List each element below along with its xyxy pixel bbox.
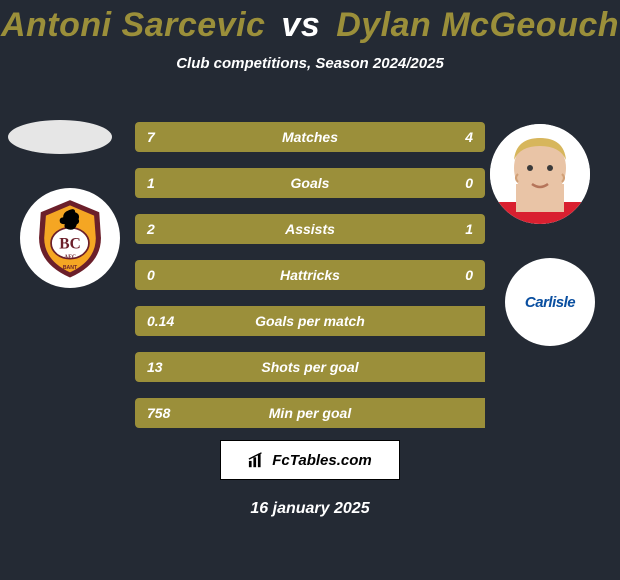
generated-date: 16 january 2025 [0, 500, 620, 518]
stat-row: 10Goals [135, 168, 485, 198]
svg-text:BANT: BANT [63, 265, 78, 271]
fctables-watermark: FcTables.com [220, 440, 400, 480]
bradford-city-badge: BC AFC BANT [20, 188, 120, 288]
stat-metric-label: Shots per goal [135, 352, 485, 382]
fctables-brand-text: FcTables.com [272, 452, 371, 469]
svg-text:BC: BC [59, 235, 81, 252]
bradford-city-badge-svg: BC AFC BANT [27, 195, 113, 281]
carlisle-badge-text: Carlisle [525, 294, 575, 311]
stat-row: 0.14Goals per match [135, 306, 485, 336]
player2-face-svg [490, 124, 590, 224]
stat-metric-label: Min per goal [135, 398, 485, 428]
stat-metric-label: Matches [135, 122, 485, 152]
stat-row: 21Assists [135, 214, 485, 244]
title-vs: vs [281, 6, 320, 44]
comparison-title: Antoni Sarcevic vs Dylan McGeouch [0, 0, 620, 45]
stat-row: 13Shots per goal [135, 352, 485, 382]
stats-area: 74Matches 10Goals 21Assists 00Hattricks 0.14… [135, 122, 485, 444]
stat-row: 00Hattricks [135, 260, 485, 290]
stat-metric-label: Goals [135, 168, 485, 198]
bar-chart-icon [248, 451, 266, 469]
title-player2: Dylan McGeouch [336, 6, 619, 44]
stat-metric-label: Hattricks [135, 260, 485, 290]
player1-avatar-placeholder [8, 120, 112, 154]
stat-metric-label: Assists [135, 214, 485, 244]
carlisle-united-badge: Carlisle [505, 258, 595, 346]
svg-text:AFC: AFC [64, 255, 76, 261]
stat-row: 74Matches [135, 122, 485, 152]
subtitle: Club competitions, Season 2024/2025 [0, 55, 620, 72]
stat-row: 758Min per goal [135, 398, 485, 428]
title-player1: Antoni Sarcevic [1, 6, 265, 44]
player2-avatar [490, 124, 590, 224]
stat-metric-label: Goals per match [135, 306, 485, 336]
